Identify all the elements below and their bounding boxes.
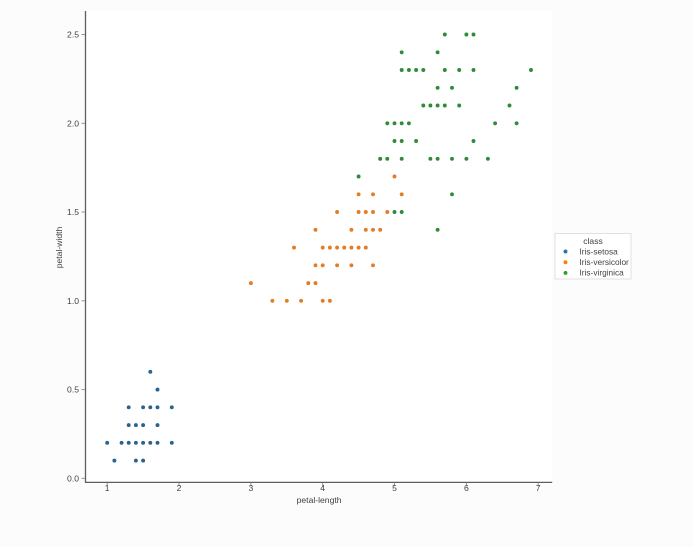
svg-text:7: 7 bbox=[536, 483, 541, 493]
svg-text:0.0: 0.0 bbox=[67, 473, 79, 483]
svg-text:petal-width: petal-width bbox=[54, 227, 64, 269]
svg-text:1: 1 bbox=[105, 483, 110, 493]
svg-text:3: 3 bbox=[249, 483, 254, 493]
svg-text:1.5: 1.5 bbox=[67, 207, 79, 217]
svg-text:1.0: 1.0 bbox=[67, 296, 79, 306]
svg-text:Iris-virginica: Iris-virginica bbox=[580, 268, 625, 278]
svg-text:6: 6 bbox=[464, 483, 469, 493]
svg-text:2.5: 2.5 bbox=[67, 30, 79, 40]
svg-text:Iris-setosa: Iris-setosa bbox=[580, 246, 619, 256]
svg-text:Iris-versicolor: Iris-versicolor bbox=[580, 257, 630, 267]
svg-text:petal-length: petal-length bbox=[297, 495, 342, 505]
svg-text:class: class bbox=[583, 236, 603, 246]
svg-text:2: 2 bbox=[177, 483, 182, 493]
svg-text:2.0: 2.0 bbox=[67, 118, 79, 128]
svg-text:4: 4 bbox=[320, 483, 325, 493]
svg-text:0.5: 0.5 bbox=[67, 385, 79, 395]
svg-text:5: 5 bbox=[392, 483, 397, 493]
